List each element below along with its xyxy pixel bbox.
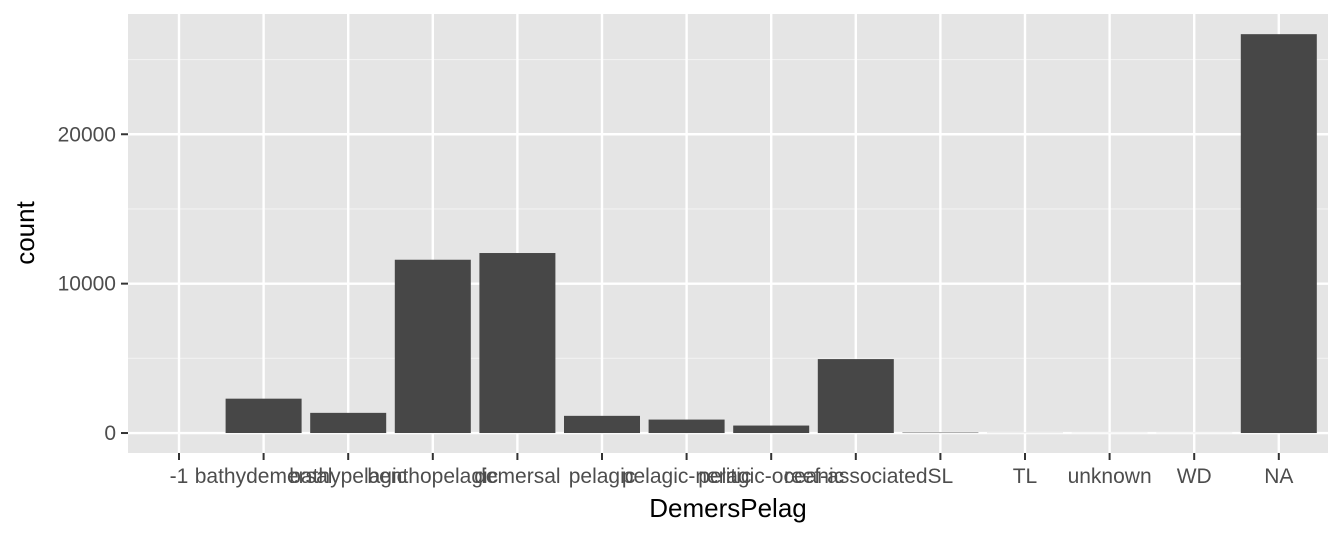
plot-panel <box>128 14 1328 453</box>
x-tick-label: NA <box>1264 465 1293 488</box>
x-tick-label: TL <box>1013 465 1038 488</box>
y-tick-label: 20000 <box>58 123 116 146</box>
y-tick-label: 0 <box>104 422 116 445</box>
minor-gridlines <box>128 58 1328 359</box>
y-axis-ticks: 0 10000 20000 <box>58 123 128 445</box>
bar-bathypelagic <box>310 412 387 434</box>
bar-bathydemersal <box>225 398 302 434</box>
x-tick-label: pelagic-neritic <box>622 465 752 488</box>
x-tick-label: bathypelagic <box>289 465 407 488</box>
x-tick-label: benthopelagic <box>367 465 498 488</box>
x-tick-label: pelagic-oceanic <box>698 465 844 488</box>
y-axis-title: count <box>10 200 40 264</box>
bar-NA <box>1240 34 1317 434</box>
x-tick-label: demersal <box>474 465 560 488</box>
x-axis-title: DemersPelag <box>649 493 807 523</box>
bars <box>141 34 1317 434</box>
x-axis-ticks: -1 bathydemersalbathypelagicbenthopelagic… <box>170 453 1293 488</box>
bar-demersal <box>479 253 556 434</box>
x-tick-label: -1 <box>170 465 189 488</box>
x-tick-label: unknown <box>1068 465 1152 488</box>
major-gridlines <box>128 14 1328 453</box>
x-tick-label: WD <box>1177 465 1212 488</box>
x-tick-label: bathydemersal <box>195 465 333 488</box>
bar-pelagic-oceanic <box>733 425 810 434</box>
y-tick-label: 10000 <box>58 273 116 296</box>
bar-benthopelagic <box>394 259 471 434</box>
bar-pelagic-neritic <box>648 419 725 434</box>
x-tick-label: reef-associated <box>784 465 928 488</box>
x-tick-label: SL <box>928 465 954 488</box>
x-tick-label: pelagic <box>569 465 636 488</box>
bar-reef-associated <box>817 359 894 434</box>
bar-pelagic <box>564 415 640 434</box>
